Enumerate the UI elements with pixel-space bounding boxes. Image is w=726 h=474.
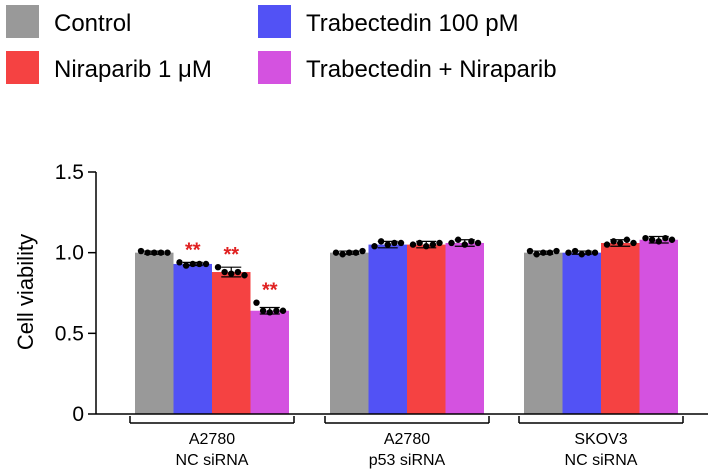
y-tick-label: 0.5	[55, 322, 84, 345]
data-point	[565, 249, 572, 256]
data-point	[603, 241, 611, 248]
data-point	[436, 239, 443, 247]
data-point	[448, 239, 455, 247]
data-point	[429, 241, 437, 248]
y-tick-label: 1.5	[55, 161, 84, 184]
group-label-line1: A2780	[189, 431, 235, 448]
bar-trabectedin-100-pm	[562, 252, 601, 414]
bar-trabectedin-niraparib	[250, 310, 289, 414]
data-point	[526, 247, 534, 255]
data-point	[371, 243, 378, 250]
data-point	[571, 247, 579, 255]
group-label-line2: p53 siRNA	[369, 452, 446, 469]
data-point	[157, 249, 165, 256]
data-point	[273, 307, 280, 314]
data-point	[553, 247, 560, 255]
data-point	[241, 272, 248, 279]
data-point	[397, 239, 405, 247]
data-point	[228, 270, 235, 277]
data-point	[234, 268, 242, 276]
data-point	[630, 239, 637, 247]
data-point	[352, 249, 360, 256]
data-point	[259, 307, 267, 314]
data-point	[468, 238, 475, 245]
data-point	[221, 268, 228, 276]
data-point	[377, 238, 385, 245]
data-point	[151, 249, 158, 256]
data-point	[585, 249, 592, 256]
bar-niraparib-1-m	[407, 244, 446, 414]
data-point	[533, 251, 540, 258]
plot-area: 0 0.5 1.0 1.5 ** ** ** A2780 NC siRNA A2780 p53 si…	[55, 161, 708, 469]
data-point	[176, 259, 183, 266]
y-axis-label: Cell viability	[13, 234, 38, 350]
data-point	[461, 241, 468, 248]
legend-swatch-trabectedin-100-pm	[258, 5, 291, 38]
bar-control	[524, 252, 563, 414]
bar-trabectedin-niraparib	[445, 242, 484, 414]
legend-label-trabectedin-niraparib: Trabectedin + Niraparib	[306, 56, 557, 83]
data-point	[454, 236, 462, 243]
data-point	[346, 249, 353, 256]
data-point	[202, 260, 210, 268]
bar-niraparib-1-m	[601, 242, 640, 414]
group-label-line2: NC siRNA	[565, 452, 638, 469]
group-label-line1: SKOV3	[574, 431, 627, 448]
data-point	[546, 249, 554, 256]
data-point	[164, 249, 171, 256]
y-tick-label: 1.0	[55, 242, 84, 265]
data-point	[617, 239, 624, 247]
data-point	[623, 236, 631, 243]
data-point	[182, 262, 190, 269]
data-point	[391, 239, 398, 247]
legend-label-niraparib-1-m: Niraparib 1 μM	[54, 56, 212, 83]
data-point	[655, 238, 662, 245]
data-point	[359, 247, 366, 255]
significance-marker: **	[185, 239, 201, 261]
bar-control	[135, 252, 174, 414]
data-point	[578, 251, 585, 258]
significance-marker: **	[262, 280, 278, 302]
data-point	[409, 241, 417, 248]
data-point	[266, 309, 273, 316]
data-point	[137, 247, 145, 255]
y-tick-label: 0	[72, 403, 84, 426]
data-point	[339, 251, 346, 258]
data-point	[648, 236, 656, 243]
data-point	[662, 234, 669, 242]
data-point	[642, 234, 649, 242]
legend-swatch-control	[6, 5, 39, 38]
data-point	[279, 307, 287, 314]
bar-niraparib-1-m	[212, 272, 251, 414]
legend-label-control: Control	[54, 10, 131, 37]
data-point	[540, 249, 547, 256]
data-point	[384, 241, 391, 248]
significance-marker: **	[223, 244, 239, 266]
data-point	[591, 249, 599, 256]
legend: Control Trabectedin 100 pM Niraparib 1 μM T…	[6, 5, 557, 84]
legend-swatch-niraparib-1-m	[6, 51, 39, 84]
bar-trabectedin-100-pm	[173, 263, 212, 414]
bar-trabectedin-100-pm	[368, 244, 407, 414]
legend-label-trabectedin-100-pm: Trabectedin 100 pM	[306, 10, 519, 37]
bar-trabectedin-niraparib	[639, 239, 678, 414]
data-point	[144, 249, 151, 256]
data-point	[214, 263, 222, 271]
data-point	[196, 260, 203, 268]
data-point	[474, 239, 482, 247]
data-point	[332, 249, 340, 256]
group-label-line1: A2780	[384, 431, 430, 448]
data-point	[610, 238, 617, 245]
data-point	[668, 236, 676, 243]
legend-swatch-trabectedin-niraparib	[258, 51, 291, 84]
data-point	[423, 243, 430, 250]
data-point	[189, 260, 196, 268]
group-label-line2: NC siRNA	[176, 452, 249, 469]
data-point	[416, 239, 423, 247]
data-point	[253, 299, 260, 306]
bar-control	[330, 252, 369, 414]
